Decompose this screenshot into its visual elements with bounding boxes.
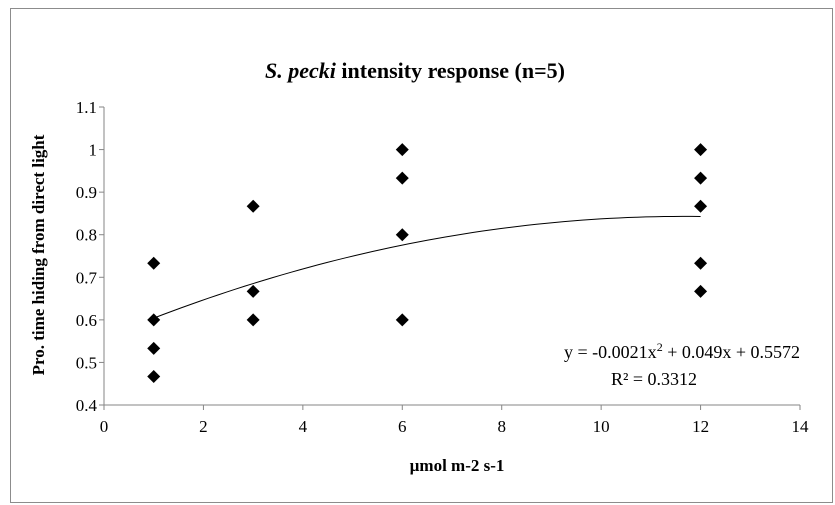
trendline-group: [153, 215, 701, 319]
y-tick-labels: 0.4 0.5 0.6 0.7 0.8 0.9 1 1.1: [76, 98, 98, 415]
y-tick-label: 1.1: [76, 98, 97, 117]
data-point: [395, 143, 409, 157]
trendline-equation: y = -0.0021x2 + 0.049x + 0.5572: [564, 340, 800, 362]
x-tick-label: 12: [692, 417, 709, 436]
y-tick-label: 0.5: [76, 353, 97, 372]
data-point: [694, 284, 708, 298]
x-tick-label: 10: [593, 417, 610, 436]
x-tick-label: 4: [299, 417, 308, 436]
trendline: [153, 215, 701, 319]
x-tick-label: 0: [100, 417, 109, 436]
y-tick-label: 0.9: [76, 183, 97, 202]
r-squared-label: R² = 0.3312: [611, 369, 697, 389]
equation-exponent: 2: [657, 340, 663, 354]
chart-frame: [10, 8, 833, 503]
data-point: [694, 171, 708, 185]
chart-title-species: S. pecki: [265, 58, 337, 83]
data-point: [147, 369, 161, 383]
x-tick-label: 2: [199, 417, 208, 436]
y-tick-label: 0.7: [76, 268, 98, 287]
x-axis-label: µmol m-2 s-1: [410, 456, 505, 475]
chart-title-rest: intensity response (n=5): [336, 58, 565, 83]
x-tick-label: 6: [398, 417, 407, 436]
data-point: [246, 284, 260, 298]
y-tick-label: 0.6: [76, 311, 97, 330]
y-tick-label: 0.4: [76, 396, 98, 415]
data-points: [147, 143, 708, 383]
data-point: [246, 313, 260, 327]
y-axis-label: Pro. time hiding from direct light: [29, 134, 48, 375]
data-point: [395, 228, 409, 242]
y-tick-label: 1: [89, 141, 98, 160]
chart-title: S. pecki intensity response (n=5): [265, 58, 565, 83]
data-point: [147, 341, 161, 355]
data-point: [147, 256, 161, 270]
x-tick-label: 8: [497, 417, 506, 436]
data-point: [147, 313, 161, 327]
data-point: [395, 313, 409, 327]
equation-suffix: + 0.049x + 0.5572: [663, 342, 800, 362]
data-point: [694, 143, 708, 157]
y-tick-label: 0.8: [76, 226, 97, 245]
data-point: [395, 171, 409, 185]
data-point: [694, 199, 708, 213]
data-point: [246, 199, 260, 213]
equation-prefix: y = -0.0021x: [564, 342, 657, 362]
x-tick-labels: 0 2 4 6 8 10 12 14: [100, 417, 809, 436]
axes: [99, 106, 801, 410]
data-point: [694, 256, 708, 270]
x-tick-label: 14: [792, 417, 810, 436]
